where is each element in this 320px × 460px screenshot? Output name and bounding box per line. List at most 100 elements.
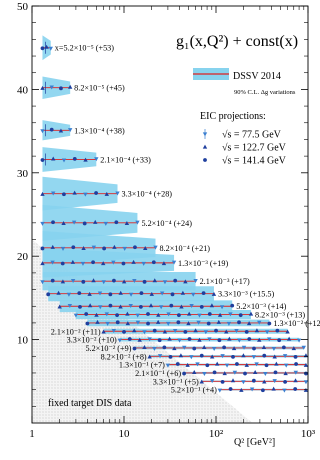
eic-projection-point — [166, 321, 171, 326]
eic-projection-point — [166, 312, 171, 317]
eic-projection-point — [179, 304, 184, 309]
eic-projection-point — [132, 328, 137, 333]
eic-projection-point — [59, 86, 63, 91]
eic-projection-point — [40, 85, 45, 90]
eic-projection-point — [97, 291, 103, 296]
eic-projection-point — [254, 362, 259, 367]
eic-projection-point — [224, 329, 229, 334]
eic-projection-point — [81, 246, 86, 251]
y-tick-label: 50 — [17, 1, 29, 13]
bin-label: 2.1×10⁻¹ (+6) — [135, 369, 181, 378]
eic-projection-point — [127, 337, 132, 341]
eic-projection-point — [252, 346, 256, 351]
eic-projection-point — [80, 261, 86, 266]
eic-projection-point — [193, 328, 198, 333]
eic-projection-point — [84, 312, 89, 316]
eic-projection-point — [212, 370, 217, 375]
eic-projection-point — [151, 260, 156, 265]
eic-projection-point — [105, 321, 110, 326]
eic-projection-point — [112, 244, 117, 249]
eic-projection-point — [104, 312, 109, 317]
bin-label: 1.3×10⁻¹ (+7) — [119, 361, 165, 370]
eic-projection-point — [157, 338, 162, 343]
eic-projection-point — [148, 303, 154, 308]
eic-projection-point — [152, 278, 157, 283]
legend-marker-tri-up — [202, 144, 208, 149]
eic-projection-point — [263, 371, 268, 376]
eic-projection-point — [217, 312, 223, 317]
eic-projection-point — [237, 320, 241, 325]
eic-projection-point — [267, 337, 272, 342]
eic-projection-point — [275, 328, 280, 333]
eic-projection-point — [209, 354, 215, 359]
legend-eic-title: EIC projections: — [200, 111, 266, 122]
eic-projection-point — [271, 386, 276, 391]
eic-projection-point — [207, 337, 212, 342]
eic-projection-point — [272, 379, 277, 384]
eic-projection-point — [192, 346, 197, 351]
x-tick-label: 10³ — [301, 428, 316, 440]
legend-marker-circle — [203, 158, 207, 162]
eic-projection-point — [230, 378, 236, 383]
y-tick-label: 30 — [17, 168, 29, 180]
bin-label: 5.2×10⁻³ (+14) — [236, 302, 286, 311]
legend-entry-label: √s = 141.4 GeV — [222, 156, 287, 167]
eic-projection-point — [71, 245, 76, 250]
eic-projection-point — [94, 191, 98, 195]
eic-projection-point — [187, 337, 192, 341]
bin-label: 1.3×10⁻² (+12) — [273, 319, 320, 328]
eic-projection-point — [241, 380, 246, 385]
eic-projection-point — [157, 354, 163, 359]
eic-projection-point — [281, 345, 286, 350]
x-tick-label: 10 — [119, 428, 131, 440]
eic-projection-point — [296, 338, 302, 343]
eic-projection-point — [248, 311, 254, 316]
eic-projection-point — [272, 354, 277, 359]
eic-projection-point — [50, 260, 55, 265]
eic-projection-point — [182, 345, 187, 350]
eic-projection-point — [40, 158, 45, 162]
eic-projection-point — [199, 379, 204, 384]
eic-projection-point — [231, 346, 237, 351]
eic-projection-point — [95, 319, 100, 324]
eic-projection-point — [81, 279, 86, 284]
eic-projection-point — [70, 279, 76, 284]
eic-projection-point — [222, 371, 227, 376]
eic-projection-point — [98, 305, 103, 310]
eic-projection-point — [40, 280, 45, 285]
x-tick-label: 1 — [29, 428, 35, 440]
eic-projection-point — [159, 291, 165, 296]
eic-projection-point — [124, 221, 130, 226]
eic-projection-point — [142, 279, 147, 284]
bin-label: 2.1×10⁻⁴ (+33) — [100, 155, 151, 164]
bin-label: 8.2×10⁻³ (+13) — [255, 311, 305, 320]
eic-projection-point — [226, 321, 232, 326]
eic-projection-point — [121, 261, 126, 266]
eic-projection-point — [217, 388, 223, 393]
eic-projection-point — [117, 338, 122, 343]
eic-projection-point — [118, 290, 123, 295]
eic-projection-point — [199, 353, 204, 358]
eic-projection-point — [170, 292, 175, 297]
eic-projection-point — [115, 191, 120, 196]
plot-frame — [31, 5, 309, 424]
eic-projection-point — [49, 127, 54, 132]
eic-projection-point — [232, 370, 238, 375]
eic-projection-point — [162, 345, 167, 350]
eic-projection-point — [158, 305, 164, 310]
eic-projection-point — [262, 379, 267, 384]
eic-projection-point — [103, 221, 108, 226]
eic-projection-point — [228, 312, 233, 317]
eic-projection-point — [260, 388, 265, 393]
eic-projection-point — [251, 378, 256, 383]
eic-projection-point — [101, 329, 106, 334]
legend-marker-tri-down — [202, 132, 208, 137]
eic-projection-point — [60, 261, 65, 266]
eic-projection-point — [91, 245, 97, 250]
eic-projection-point — [66, 292, 72, 297]
eic-projection-point — [175, 362, 180, 366]
eic-projection-point — [40, 221, 45, 226]
eic-projection-point — [283, 371, 288, 376]
eic-projection-point — [219, 305, 225, 310]
eic-projection-point — [195, 362, 200, 367]
